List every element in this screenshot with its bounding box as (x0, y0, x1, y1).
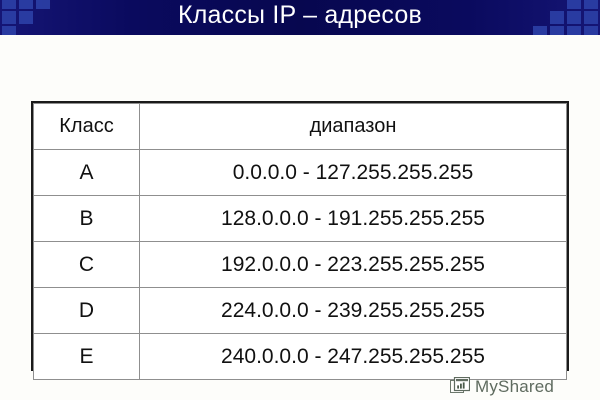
deco-square (567, 26, 581, 35)
deco-square (36, 0, 50, 9)
cell-range: 240.0.0.0 - 247.255.255.255 (139, 333, 567, 380)
deco-square (2, 11, 16, 24)
cell-class: A (33, 149, 140, 196)
deco-square (533, 26, 547, 35)
deco-square (2, 0, 16, 9)
myshared-watermark: MyShared (450, 375, 554, 397)
deco-square (550, 11, 564, 24)
presentation-chart-icon (450, 377, 470, 395)
cell-range: 224.0.0.0 - 239.255.255.255 (139, 287, 567, 334)
cell-class: C (33, 241, 140, 288)
column-header-range: диапазон (139, 103, 567, 150)
cell-range: 0.0.0.0 - 127.255.255.255 (139, 149, 567, 196)
table-header: Класс диапазон (33, 103, 567, 150)
deco-square (567, 0, 581, 9)
table-row: D 224.0.0.0 - 239.255.255.255 (33, 287, 567, 334)
table-row: B 128.0.0.0 - 191.255.255.255 (33, 195, 567, 242)
table-header-row: Класс диапазон (33, 103, 567, 150)
cell-range: 128.0.0.0 - 191.255.255.255 (139, 195, 567, 242)
table-row: E 240.0.0.0 - 247.255.255.255 (33, 333, 567, 380)
table-row: A 0.0.0.0 - 127.255.255.255 (33, 149, 567, 196)
slide-title: Классы IP – адресов (178, 1, 422, 29)
watermark-label: MyShared (475, 376, 555, 396)
table-row: C 192.0.0.0 - 223.255.255.255 (33, 241, 567, 288)
deco-square (567, 11, 581, 24)
deco-square (19, 11, 33, 24)
slide-header-band: Классы IP – адресов (0, 0, 600, 35)
cell-class: D (33, 287, 140, 334)
column-header-class: Класс (33, 103, 140, 150)
table-body: A 0.0.0.0 - 127.255.255.255 B 128.0.0.0 … (33, 149, 567, 380)
ip-classes-table: Класс диапазон A 0.0.0.0 - 127.255.255.2… (33, 103, 567, 380)
header-decoration-left (0, 0, 120, 35)
deco-square (584, 11, 598, 24)
header-gradient (0, 0, 600, 35)
deco-square (2, 26, 16, 35)
ip-classes-table-container: Класс диапазон A 0.0.0.0 - 127.255.255.2… (31, 101, 569, 380)
cell-class: B (33, 195, 140, 242)
deco-square (550, 26, 564, 35)
cell-range: 192.0.0.0 - 223.255.255.255 (139, 241, 567, 288)
deco-square (584, 0, 598, 9)
deco-square (584, 26, 598, 35)
header-decoration-right (480, 0, 600, 35)
cell-class: E (33, 333, 140, 380)
deco-square (19, 0, 33, 9)
